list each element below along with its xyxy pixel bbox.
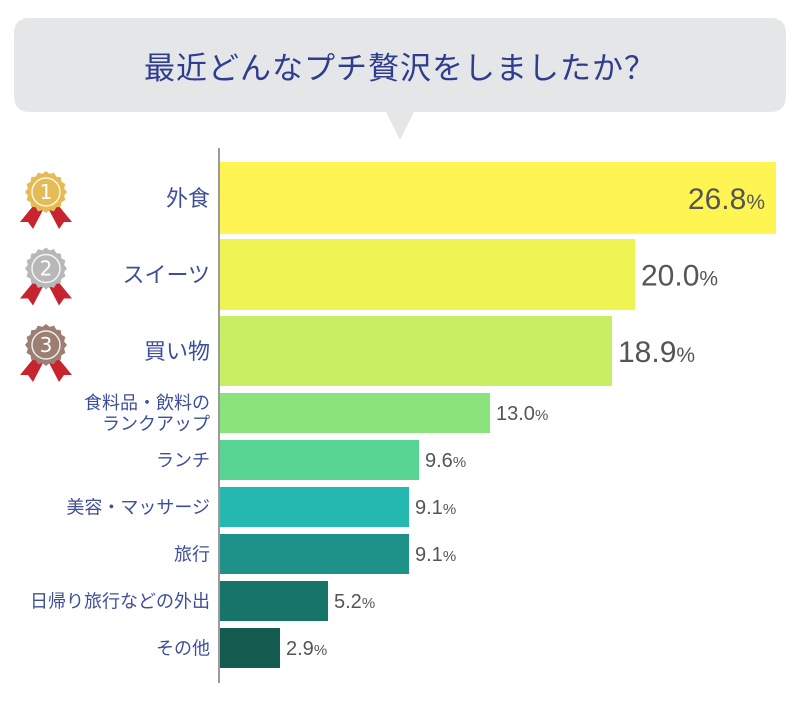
value-label-6: 9.1% <box>415 497 456 519</box>
category-label-5: ランチ <box>156 450 210 471</box>
title-bubble <box>14 18 786 140</box>
bar-6 <box>220 487 409 527</box>
bar-4 <box>220 393 490 433</box>
value-label-5: 9.6% <box>425 450 466 472</box>
category-label-1: 外食 <box>166 187 210 212</box>
svg-text:1: 1 <box>40 180 53 204</box>
value-label-1: 26.8% <box>688 183 765 216</box>
rank-medal-2-icon: 2 <box>20 247 72 306</box>
bar-7 <box>220 534 409 574</box>
value-label-8: 5.2% <box>334 591 375 613</box>
bar-1 <box>220 162 776 234</box>
value-label-4: 13.0% <box>496 403 548 425</box>
svg-text:2: 2 <box>40 257 53 281</box>
value-label-7: 9.1% <box>415 544 456 566</box>
value-label-9: 2.9% <box>286 638 327 660</box>
category-label-9: その他 <box>156 638 210 659</box>
bar-2 <box>220 239 635 310</box>
chart-title: 最近どんなプチ贅沢をしましたか？ <box>144 50 656 87</box>
svg-text:3: 3 <box>40 333 53 357</box>
category-label-4: 食料品・飲料のランクアップ <box>84 393 210 435</box>
category-label-8: 日帰り旅行などの外出 <box>30 591 210 612</box>
bar-3 <box>220 316 612 386</box>
rank-medal-1-icon: 1 <box>20 171 72 229</box>
category-label-3: 買い物 <box>144 340 210 365</box>
value-label-2: 20.0% <box>641 259 718 292</box>
bar-5 <box>220 440 419 480</box>
category-label-6: 美容・マッサージ <box>66 497 210 518</box>
bar-9 <box>220 628 280 668</box>
value-label-3: 18.9% <box>618 336 695 369</box>
bar-8 <box>220 581 328 621</box>
category-label-2: スイーツ <box>122 263 210 288</box>
rank-medal-3-icon: 3 <box>20 324 72 382</box>
category-label-7: 旅行 <box>174 544 210 565</box>
